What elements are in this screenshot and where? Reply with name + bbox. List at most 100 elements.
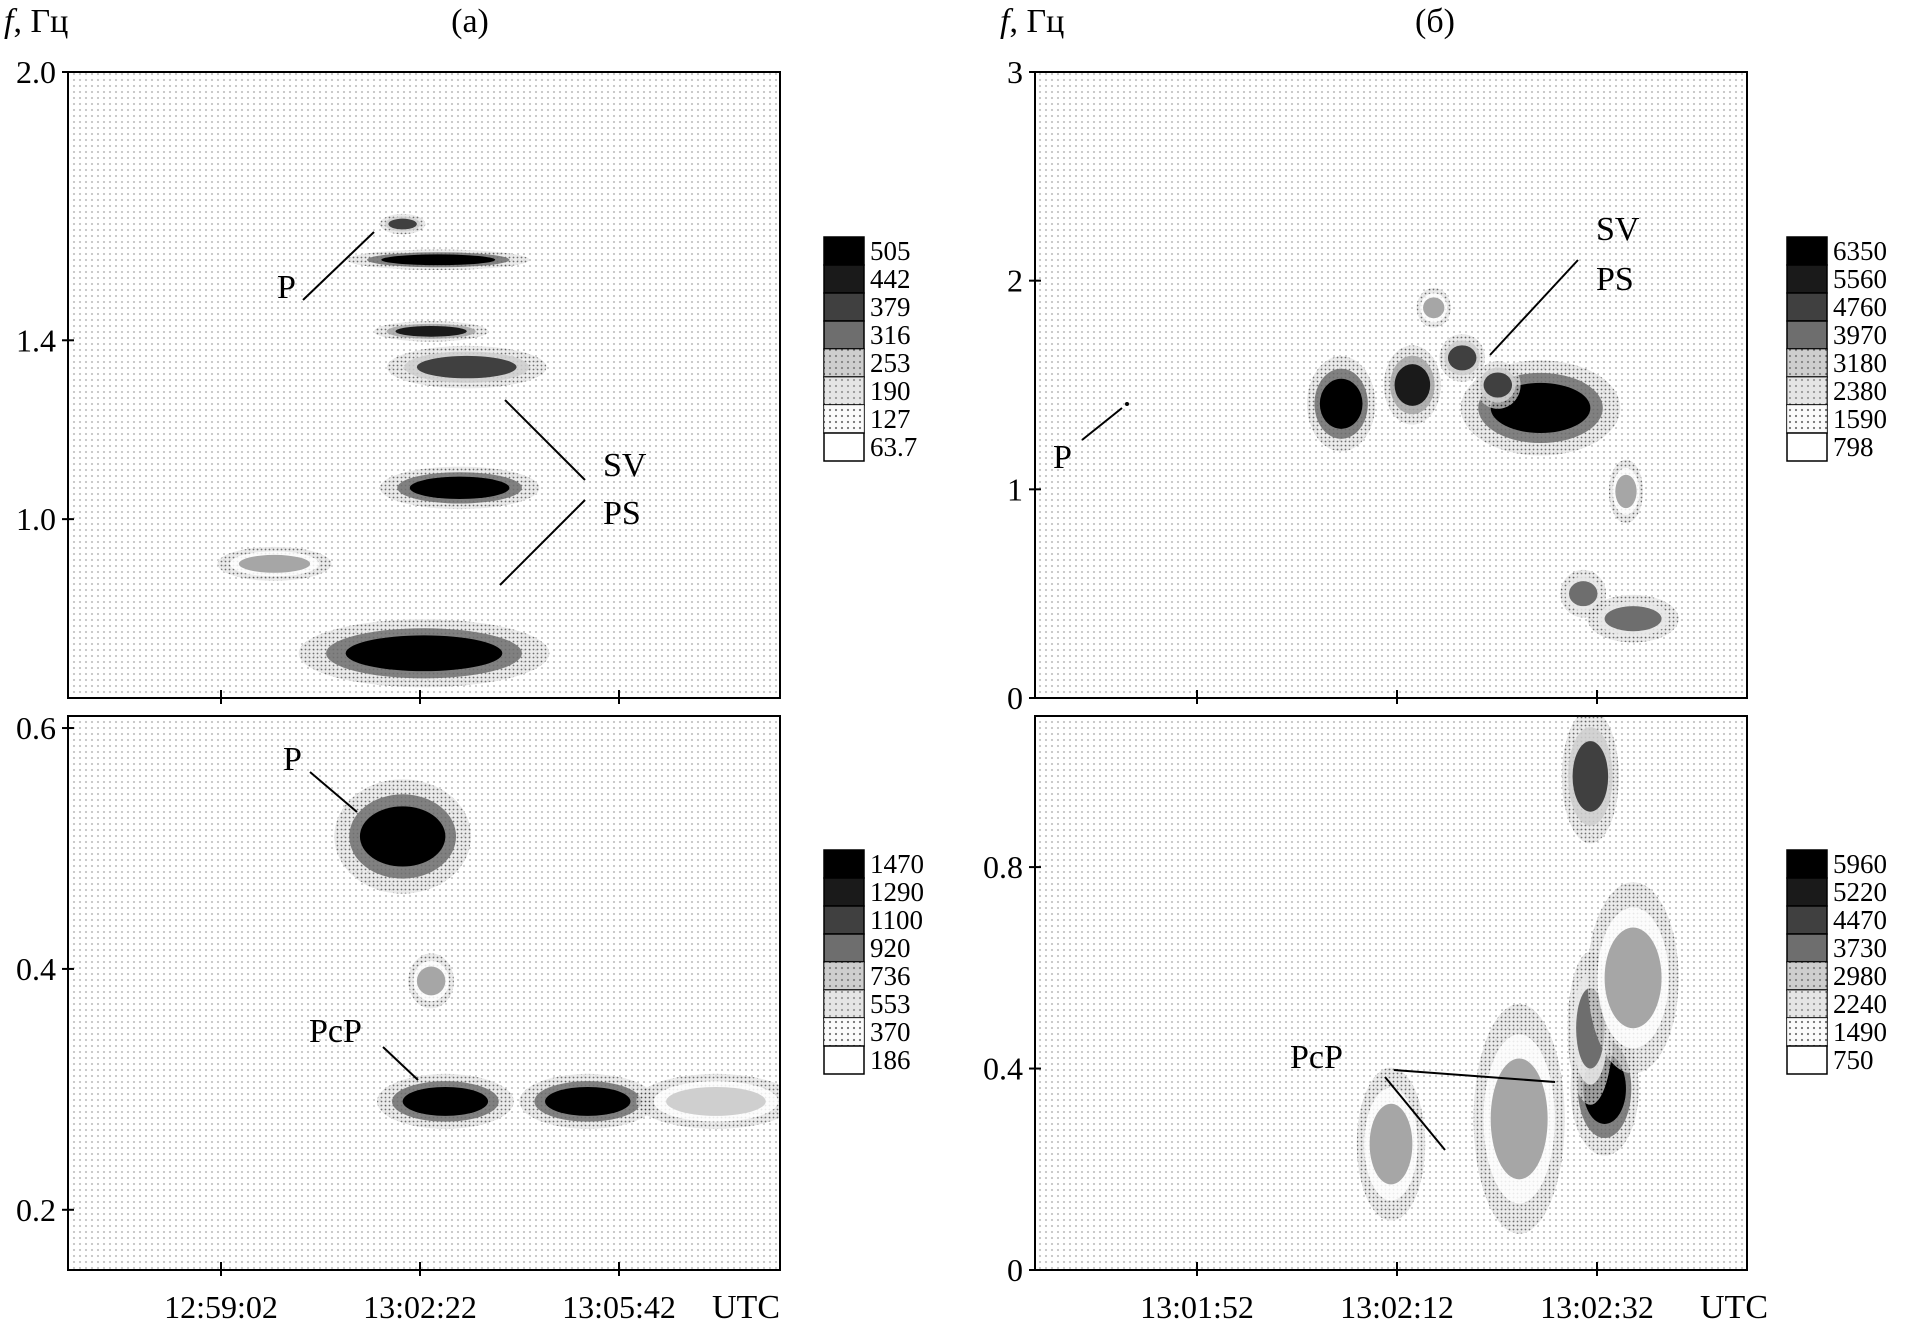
colorbar-label: 379 bbox=[870, 292, 911, 322]
colorbar-label: 370 bbox=[870, 1017, 911, 1047]
annotation-b-top-P: P bbox=[1053, 402, 1129, 476]
heatmap-blob bbox=[388, 218, 417, 230]
a-yaxis-unit: , Гц bbox=[13, 3, 68, 40]
plot-frame bbox=[1034, 715, 1748, 1271]
colorbar-swatch bbox=[823, 432, 865, 462]
colorbar-label: 798 bbox=[1833, 432, 1874, 462]
colorbar-label: 4760 bbox=[1833, 292, 1887, 322]
y-tick-label: 2.0 bbox=[16, 54, 56, 90]
heatmap-blob bbox=[1319, 378, 1363, 429]
colorbar-swatch-texture bbox=[824, 962, 864, 990]
heatmap-blob bbox=[416, 355, 517, 379]
heatmap-blob bbox=[1490, 1058, 1548, 1180]
heatmap-blob bbox=[409, 476, 510, 500]
x-tick-label: 13:05:42 bbox=[562, 1289, 676, 1325]
svg-text:f, Гц: f, Гц bbox=[4, 3, 68, 40]
y-tick-label: 1.0 bbox=[16, 501, 56, 537]
colorbar-label: 5220 bbox=[1833, 877, 1887, 907]
heatmap-blob bbox=[1615, 474, 1637, 509]
colorbar-label: 1290 bbox=[870, 877, 924, 907]
y-tick-label: 1.4 bbox=[16, 322, 56, 358]
annotation-b-top-SV-label: SV bbox=[1596, 211, 1640, 248]
colorbar-label: 5960 bbox=[1833, 849, 1887, 879]
svg-text:f, Гц: f, Гц bbox=[1000, 3, 1064, 40]
colorbar-label: 3970 bbox=[1833, 320, 1887, 350]
colorbar-label: 2380 bbox=[1833, 376, 1887, 406]
colorbar-label: 63.7 bbox=[870, 432, 917, 462]
heatmap-cells bbox=[217, 213, 550, 688]
colorbar-label: 750 bbox=[1833, 1045, 1874, 1075]
annotation-a-top-SV-PS: SV PS bbox=[499, 399, 647, 586]
colorbar-swatch bbox=[823, 877, 865, 907]
b-time-unit-label: UTC bbox=[1700, 1289, 1768, 1326]
y-tick-label: 0.6 bbox=[16, 710, 56, 746]
colorbar-swatch-texture bbox=[1787, 349, 1827, 377]
colorbar-label: 736 bbox=[870, 961, 911, 991]
annotation-a-top-PS-label: PS bbox=[603, 495, 641, 532]
colorbar-label: 4470 bbox=[1833, 905, 1887, 935]
annotation-b-top-SV-PS: SV PS bbox=[1489, 211, 1640, 356]
colorbar-label: 553 bbox=[870, 989, 911, 1019]
colorbar-swatch bbox=[1786, 905, 1828, 935]
colorbar-swatch bbox=[1786, 264, 1828, 294]
b-yaxis-unit: , Гц bbox=[1009, 3, 1064, 40]
x-tick-label: 13:02:32 bbox=[1540, 1289, 1654, 1325]
y-tick-label: 0.8 bbox=[983, 849, 1023, 885]
annotation-b-top-P-label: P bbox=[1053, 439, 1072, 476]
heatmap-blob bbox=[1572, 741, 1609, 812]
y-tick-label: 0.2 bbox=[16, 1192, 56, 1228]
heatmap-blob bbox=[402, 1086, 489, 1116]
heatmap-cells bbox=[1356, 716, 1679, 1234]
colorbar-label: 2980 bbox=[1833, 961, 1887, 991]
colorbar-label: 3730 bbox=[1833, 933, 1887, 963]
heatmap-blob bbox=[238, 554, 311, 573]
heatmap-blob bbox=[395, 325, 467, 337]
heatmap-blob bbox=[1604, 927, 1662, 1029]
colorbar-label: 5560 bbox=[1833, 264, 1887, 294]
colorbar-swatch-texture bbox=[1787, 405, 1827, 433]
x-tick-label: 12:59:02 bbox=[164, 1289, 278, 1325]
x-tick-label: 13:01:52 bbox=[1140, 1289, 1254, 1325]
colorbar-label: 920 bbox=[870, 933, 911, 963]
heatmap-blob bbox=[381, 254, 496, 266]
annotation-a-bottom-PcP: PcP bbox=[309, 1013, 419, 1081]
colorbar-swatch-texture bbox=[1787, 990, 1827, 1018]
colorbar-swatch bbox=[1786, 849, 1828, 879]
panel-a-title: (а) bbox=[451, 3, 489, 40]
heatmap-cells bbox=[1306, 287, 1679, 643]
colorbar-label: 1470 bbox=[870, 849, 924, 879]
colorbar-label: 316 bbox=[870, 320, 911, 350]
annotation-b-top-PS-label: PS bbox=[1596, 261, 1634, 298]
heatmap-blob bbox=[1423, 297, 1445, 319]
colorbar-swatch bbox=[823, 292, 865, 322]
colorbar-swatch bbox=[823, 933, 865, 963]
colorbar-swatch bbox=[1786, 1045, 1828, 1075]
heatmap-blob bbox=[1394, 364, 1431, 406]
colorbar-label: 1490 bbox=[1833, 1017, 1887, 1047]
annotation-b-bottom-PcP-label: PcP bbox=[1290, 1039, 1343, 1076]
heatmap-blob bbox=[416, 966, 446, 996]
colorbar-swatch-texture bbox=[824, 349, 864, 377]
colorbar-swatch-texture bbox=[824, 990, 864, 1018]
colorbar-swatch bbox=[823, 849, 865, 879]
colorbar-label: 186 bbox=[870, 1045, 911, 1075]
heatmap-blob bbox=[1447, 345, 1477, 371]
colorbar-swatch bbox=[1786, 320, 1828, 350]
colorbar-label: 2240 bbox=[1833, 989, 1887, 1019]
colorbar-swatch bbox=[1786, 432, 1828, 462]
panel-a-bottom-plot: 0.2 0.4 0.6 12:59:02 13:02:22 13:05:42 1470129… bbox=[16, 710, 924, 1325]
heatmap-blob bbox=[1483, 372, 1513, 398]
colorbar-swatch bbox=[823, 264, 865, 294]
colorbar-swatch-texture bbox=[1787, 962, 1827, 990]
annotation-a-top-P: P bbox=[277, 231, 375, 306]
colorbar-swatch-texture bbox=[824, 405, 864, 433]
y-tick-label: 3 bbox=[1007, 54, 1023, 90]
y-tick-label: 1 bbox=[1007, 471, 1023, 507]
